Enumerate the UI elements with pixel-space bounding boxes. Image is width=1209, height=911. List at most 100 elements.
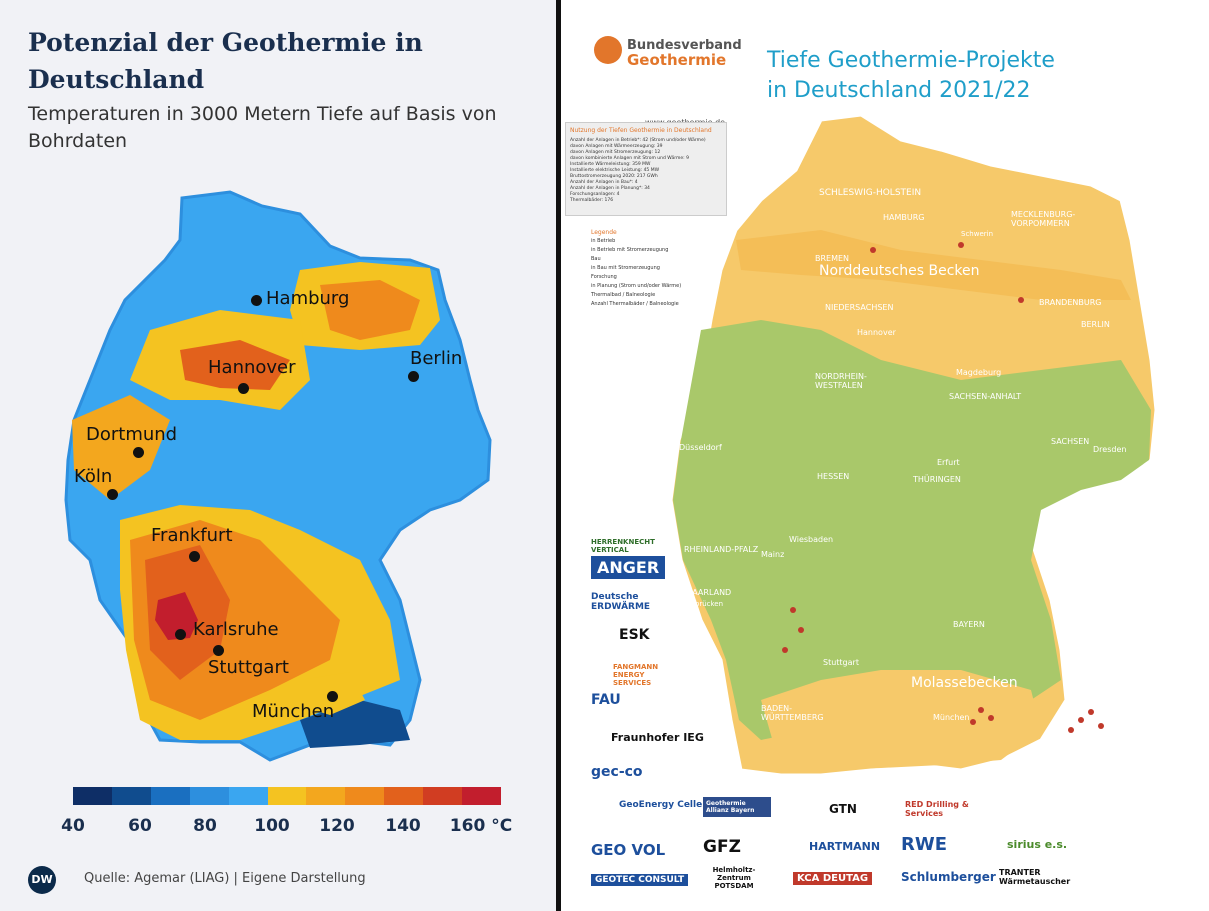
city-label-berlin: Berlin: [410, 348, 463, 369]
region-muenchen: München: [933, 713, 970, 722]
region-duesseldorf: Düsseldorf: [679, 443, 722, 452]
hannover-hot-zone: [180, 340, 290, 390]
region-schleswig-holstein: SCHLESWIG-HOLSTEIN: [819, 188, 922, 198]
region-baden-wuerttemberg: BADEN-WÜRTTEMBERG: [761, 704, 824, 722]
region-dresden: Dresden: [1093, 445, 1127, 454]
dw-logo: DW: [28, 866, 56, 894]
source-note: Quelle: Agemar (LIAG) | Eigene Darstellu…: [84, 871, 366, 886]
city-dot-stuttgart: [213, 645, 224, 656]
city-label-karlsruhe: Karlsruhe: [193, 619, 279, 640]
legend-swatch: [345, 787, 385, 805]
molasse-basin: [761, 670, 1041, 770]
central-green-zone: [673, 320, 1151, 740]
legend-tick: 140: [385, 816, 421, 836]
sponsor-geothermie-allianz: Geothermie Allianz Bayern: [703, 797, 771, 817]
temperature-legend-bar: [73, 787, 501, 805]
legend-swatch: [111, 787, 151, 805]
city-dot-hamburg: [251, 295, 262, 306]
sponsor-helmholtz: Helmholtz-Zentrum POTSDAM: [712, 866, 756, 890]
city-label-stuttgart: Stuttgart: [208, 657, 289, 678]
legend-swatch: [73, 787, 112, 805]
left-panel: Potenzial der Geothermie in Deutschland …: [0, 0, 556, 911]
region-stuttgart: Stuttgart: [823, 658, 859, 667]
poster-title: Tiefe Geothermie-Projekte in Deutschland…: [767, 48, 1055, 103]
sponsor-esk: ESK: [619, 627, 650, 643]
usage-title: Nutzung der Tiefen Geothermie in Deutsch…: [570, 127, 712, 134]
temperature-map: [64, 190, 492, 762]
region-mainz: Mainz: [761, 550, 785, 559]
region-rheinland-pfalz: RHEINLAND-PFALZ: [684, 545, 759, 554]
sponsor-rwe: RWE: [901, 834, 948, 855]
region-magdeburg: Magdeburg: [956, 368, 1002, 377]
sponsor-red: RED Drilling & Services: [905, 800, 969, 818]
region-hessen: HESSEN: [817, 472, 850, 481]
sponsor-anger: ANGER: [591, 556, 666, 579]
region-saarbruecken: Saarbrücken: [679, 600, 724, 608]
city-dot-koeln: [107, 489, 118, 500]
city-label-frankfurt: Frankfurt: [151, 525, 233, 546]
region-erfurt: Erfurt: [937, 458, 960, 467]
legend-tick: 100: [254, 816, 290, 836]
legend-swatch: [189, 787, 229, 805]
sponsor-fangmann: FANGMANN ENERGY SERVICES: [613, 663, 659, 687]
sponsor-geovol: GEO VOL: [591, 841, 666, 859]
city-dot-dortmund: [133, 447, 144, 458]
legend-tick: 160 °C: [449, 816, 513, 836]
legend-swatch: [150, 787, 190, 805]
north-hot-zone: [320, 280, 420, 340]
region-wiesbaden: Wiesbaden: [789, 535, 834, 544]
sponsor-fau: FAU: [591, 692, 621, 708]
association-name: Bundesverband Geothermie: [627, 38, 742, 69]
sponsor-tranter: TRANTER Wärmetauscher: [999, 868, 1071, 886]
city-dot-frankfurt: [189, 551, 200, 562]
sponsor-fraunhofer: Fraunhofer IEG: [611, 731, 704, 744]
north-german-basin-band: [736, 230, 1131, 300]
region-niedersachsen: NIEDERSACHSEN: [825, 303, 894, 312]
project-markers: [782, 242, 1104, 733]
sponsor-gec-co: gec-co: [591, 764, 643, 780]
city-dot-hannover: [238, 383, 249, 394]
legend-swatch: [384, 787, 424, 805]
map-title: Potenzial der Geothermie in Deutschland: [28, 28, 423, 94]
region-norddeutsches-becken: Norddeutsches Becken: [819, 263, 980, 279]
sponsor-deutsche-erdwaerme: Deutsche ERDWÄRME: [591, 592, 651, 612]
legend-swatch: [423, 787, 463, 805]
legend-swatch: [228, 787, 268, 805]
karlsruhe-hotspot: [155, 592, 198, 640]
legend-swatch: [267, 787, 307, 805]
city-dot-muenchen: [327, 691, 338, 702]
sponsor-geotec-consult: GEOTEC CONSULT: [591, 874, 689, 886]
sponsor-kca-deutag: KCA DEUTAG: [793, 872, 873, 885]
region-schwerin: Schwerin: [961, 230, 994, 238]
city-label-koeln: Köln: [74, 466, 113, 487]
usage-summary-box: Nutzung der Tiefen Geothermie in Deutsch…: [565, 122, 727, 216]
region-hannover: Hannover: [857, 328, 896, 337]
region-sachsen: SACHSEN: [1051, 437, 1090, 446]
legend-tick: 40: [61, 816, 85, 836]
west-warm-zone: [72, 395, 170, 500]
panel-divider: [556, 0, 561, 911]
region-nordrhein-westfalen: NORDRHEIN-WESTFALEN: [815, 372, 867, 390]
region-bayern: BAYERN: [953, 620, 985, 629]
region-molassebecken: Molassebecken: [911, 675, 1018, 691]
projects-map: [669, 113, 1158, 777]
sponsor-gfz: GFZ: [703, 837, 741, 857]
city-label-dortmund: Dortmund: [86, 424, 178, 445]
association-logo-icon: [594, 36, 622, 64]
region-mecklenburg: MECKLENBURG-VORPOMMERN: [1011, 210, 1076, 228]
sponsor-hartmann: HARTMANN: [809, 840, 881, 853]
sponsor-herrenknecht: HERRENKNECHT VERTICAL: [591, 538, 655, 554]
legend-swatch: [462, 787, 501, 805]
right-panel: Bundesverband Geothermie www.geothermie.…: [561, 0, 1209, 911]
region-hamburg: HAMBURG: [883, 213, 925, 222]
map-subtitle: Temperaturen in 3000 Metern Tiefe auf Ba…: [28, 103, 497, 152]
city-dot-berlin: [408, 371, 419, 382]
region-thueringen: THÜRINGEN: [913, 475, 961, 484]
city-dot-karlsruhe: [175, 629, 186, 640]
region-bremen: BREMEN: [815, 254, 850, 263]
sponsor-gtn: GTN: [829, 802, 857, 816]
region-berlin: BERLIN: [1081, 320, 1110, 329]
legend-tick: 80: [193, 816, 217, 836]
region-sachsen-anhalt: SACHSEN-ANHALT: [949, 392, 1022, 401]
legend-tick: 120: [319, 816, 355, 836]
